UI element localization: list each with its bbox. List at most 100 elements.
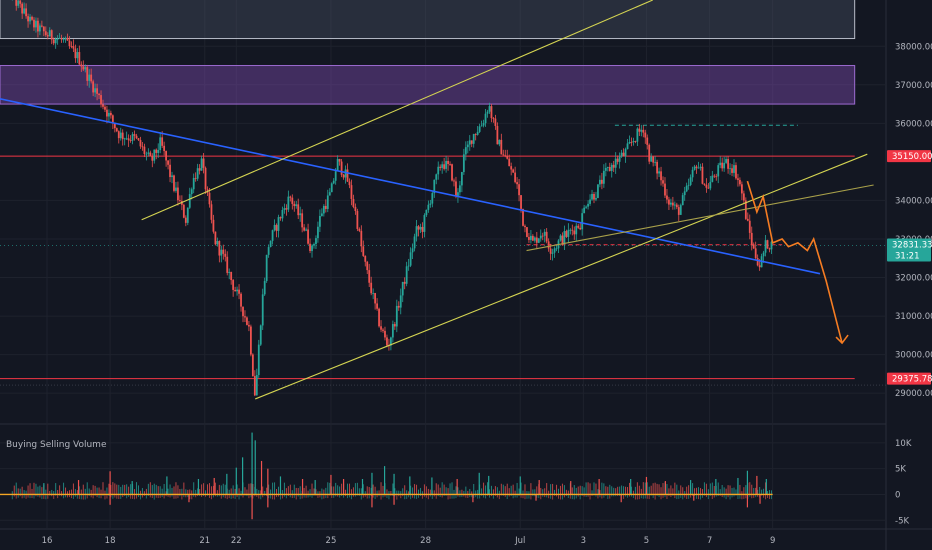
price-tick-label: 32000.00: [895, 274, 932, 284]
candle-body: [342, 174, 345, 178]
candle-body: [70, 46, 73, 47]
candle-body: [273, 224, 276, 231]
candle-body: [102, 104, 104, 107]
candle-body: [616, 158, 619, 162]
candle-body: [636, 128, 639, 142]
candle-body: [433, 179, 436, 194]
current-price-label: 32831.33: [892, 240, 932, 250]
candle-body: [163, 145, 166, 152]
candle-body: [543, 231, 546, 236]
candle-body: [435, 174, 438, 180]
candle-body: [697, 167, 700, 169]
candle-body: [638, 128, 641, 132]
candle-body: [39, 25, 41, 32]
projection-path: [746, 180, 843, 344]
candle-body: [127, 138, 130, 141]
candle-body: [100, 95, 102, 105]
candle-body: [658, 171, 660, 174]
candle-body: [449, 163, 451, 165]
volume-tick-label: 10K: [895, 439, 912, 449]
candle-body: [153, 149, 156, 161]
candle-body: [25, 8, 27, 17]
candle-body: [518, 184, 520, 196]
candle-body: [397, 305, 400, 308]
candle-body: [320, 213, 323, 216]
candle-body: [526, 227, 528, 237]
candle-body: [35, 20, 37, 28]
candle-body: [612, 164, 615, 168]
candle-body: [50, 30, 53, 40]
candle-body: [328, 192, 331, 196]
candle-body: [362, 246, 365, 256]
minor-support-line: [526, 184, 874, 252]
candle-body: [374, 293, 377, 304]
candle-body: [378, 308, 380, 327]
candle-body: [770, 241, 773, 250]
candle-body: [620, 152, 623, 157]
candle-body: [393, 324, 396, 327]
candle-body: [754, 248, 757, 259]
candle-body: [246, 317, 248, 325]
candle-body: [681, 195, 684, 206]
candle-body: [305, 229, 308, 231]
candle-body: [409, 252, 412, 266]
candle-body: [459, 185, 461, 193]
candle-body: [725, 159, 728, 163]
candle-body: [494, 118, 497, 126]
candle-body: [184, 217, 187, 223]
candle-body: [462, 154, 465, 173]
candle-body: [188, 194, 191, 208]
candle-body: [173, 175, 175, 191]
resistance-zone-purple: [0, 65, 856, 105]
price-axis: 38000.0037000.0036000.0034000.0033000.00…: [887, 42, 932, 526]
candle-body: [541, 235, 544, 237]
candle-body: [737, 178, 739, 180]
candle-body: [634, 140, 637, 142]
candle-body: [453, 180, 455, 182]
candle-body: [368, 270, 371, 283]
candle-body: [244, 316, 246, 318]
candle-body: [257, 344, 260, 376]
horizontal-levels: [0, 124, 886, 386]
candle-body: [322, 205, 325, 214]
candle-body: [506, 156, 509, 159]
candle-body: [604, 167, 607, 171]
candle-body: [559, 235, 562, 241]
candle-body: [599, 179, 601, 185]
candle-body: [618, 156, 621, 162]
price-level-tag-label: 35150.00: [892, 152, 932, 162]
candle-body: [115, 128, 118, 132]
candle-body: [360, 230, 363, 247]
price-tick-label: 37000.00: [895, 81, 932, 91]
candle-body: [593, 193, 595, 200]
candle-body: [553, 248, 556, 253]
candle-body: [108, 112, 110, 117]
candle-body: [117, 131, 120, 139]
candle-body: [646, 137, 649, 145]
candle-body: [531, 235, 534, 241]
time-tick-label: 18: [105, 536, 116, 546]
candle-body: [577, 225, 580, 228]
candle-body: [17, 0, 20, 6]
candle-body: [419, 226, 422, 230]
candle-body: [303, 227, 306, 231]
candle-body: [476, 131, 479, 135]
candle-body: [569, 229, 572, 231]
candle-body: [92, 81, 95, 93]
candle-body: [309, 243, 311, 252]
volume-panel: [0, 432, 773, 520]
candle-body: [84, 67, 87, 70]
candle-body: [739, 179, 741, 185]
candle-body: [713, 175, 716, 177]
candle-body: [600, 179, 603, 184]
candle-body: [478, 126, 481, 132]
time-tick-label: 9: [770, 536, 775, 546]
candle-body: [443, 164, 446, 169]
candle-body: [143, 146, 146, 154]
candle-body: [315, 238, 317, 245]
candle-body: [555, 248, 558, 250]
candle-body: [194, 177, 197, 179]
time-tick-label: 21: [199, 536, 210, 546]
